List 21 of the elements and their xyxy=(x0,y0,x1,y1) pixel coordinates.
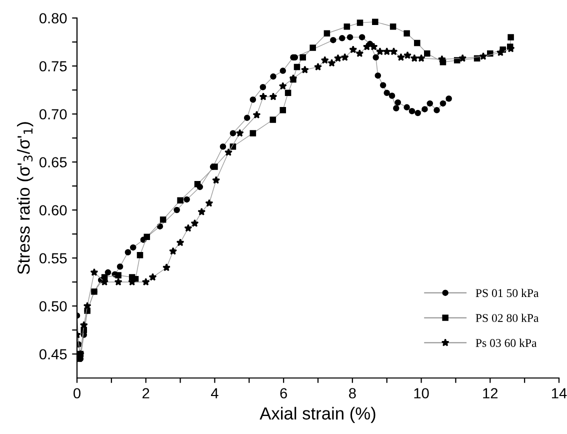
y-tick-label: 0.65 xyxy=(39,157,67,168)
x-tick-label: 4 xyxy=(210,388,218,398)
y-tick-label: 0.75 xyxy=(39,61,67,72)
legend-label: Ps 03 60 kPa xyxy=(476,338,537,347)
y-tick-label: 0.60 xyxy=(39,205,67,216)
x-tick-label: 2 xyxy=(142,388,150,398)
x-tick-label: 6 xyxy=(280,388,287,398)
x-tick-label: 14 xyxy=(552,388,567,398)
legend-label: PS 02 80 kPa xyxy=(476,314,539,322)
legend-label: PS 01 50 kPa xyxy=(476,288,539,298)
x-tick-label: 10 xyxy=(414,388,429,398)
y-tick-label: 0.70 xyxy=(39,109,67,120)
y-tick-label: 0.80 xyxy=(39,13,67,24)
y-axis-title: Stress ratio (σ'$_{3}$/σ'$_{1}$) xyxy=(17,122,34,274)
x-tick-label: 0 xyxy=(74,388,80,398)
x-tick-label: 8 xyxy=(349,388,356,398)
x-axis-title: Axial strain (%) xyxy=(260,406,376,424)
y-tick-label: 0.45 xyxy=(39,349,67,360)
y-tick-label: 0.50 xyxy=(39,301,67,312)
y-tick-label: 0.55 xyxy=(39,253,67,264)
x-tick-label: 12 xyxy=(483,388,498,398)
